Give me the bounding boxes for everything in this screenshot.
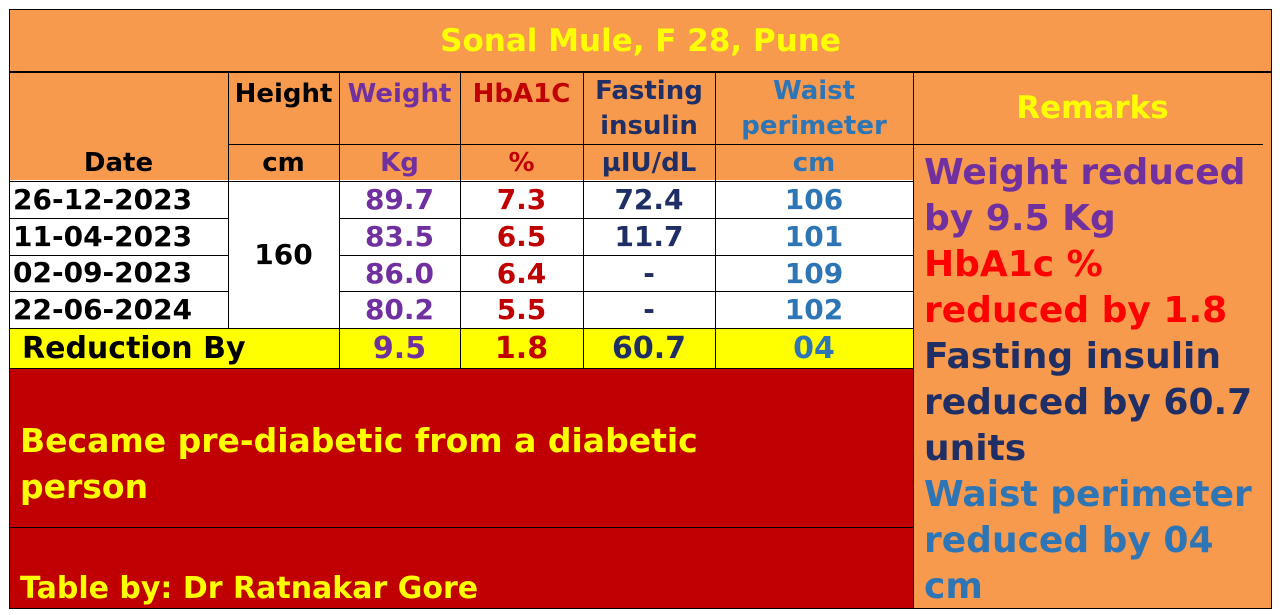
divider — [913, 72, 914, 609]
unit-hba1c: % — [508, 148, 535, 178]
divider — [9, 291, 228, 292]
reduction-waist: 04 — [793, 330, 835, 366]
row-weight: 83.5 — [364, 220, 435, 253]
divider — [339, 255, 913, 256]
row-waist: 102 — [784, 293, 844, 326]
table-header — [9, 72, 913, 180]
row-hba1c: 6.5 — [496, 220, 547, 253]
divider — [913, 144, 1263, 145]
unit-weight: Kg — [380, 148, 419, 178]
row-hba1c: 5.5 — [496, 293, 547, 326]
summary-panel — [9, 368, 913, 528]
header-weight: Weight — [347, 79, 452, 109]
row-hba1c: 6.4 — [496, 256, 547, 290]
row-weight: 80.2 — [364, 293, 435, 326]
reduction-label: Reduction By — [22, 331, 246, 366]
divider — [9, 328, 913, 329]
unit-insulin: µIU/dL — [601, 148, 697, 178]
credit-panel — [9, 528, 913, 609]
divider — [9, 72, 1272, 73]
reduction-insulin: 60.7 — [611, 330, 687, 366]
divider — [9, 368, 913, 369]
remark-weight: Weight reduced by 9.5 Kg — [924, 152, 1246, 239]
divider — [339, 291, 913, 292]
remark-waist: Waist perimeter reduced by 04 cm — [924, 474, 1252, 607]
divider — [460, 72, 461, 368]
row-weight: 86.0 — [364, 256, 435, 290]
header-height: Height — [234, 79, 333, 109]
row-date: 26-12-2023 — [13, 183, 193, 216]
row-waist: 109 — [784, 256, 844, 290]
remark-hba1c: HbA1c % reduced by 1.8 — [924, 244, 1228, 331]
summary-text: Became pre-diabetic from a diabetic pers… — [20, 421, 698, 506]
row-hba1c: 7.3 — [496, 183, 547, 216]
remark-insulin: Fasting insulin reduced by 60.7 units — [924, 336, 1253, 469]
remarks-panel — [913, 72, 1272, 609]
remarks-list: Weight reduced by 9.5 Kg HbA1c % reduced… — [924, 150, 1268, 608]
row-waist: 101 — [784, 220, 844, 253]
row-insulin: - — [643, 293, 655, 326]
header-hba1c: HbA1C — [472, 79, 571, 109]
row-insulin: 72.4 — [614, 183, 684, 216]
remarks-header: Remarks — [1016, 90, 1169, 126]
header-fasting-insulin: Fasting insulin — [595, 76, 703, 141]
divider — [9, 608, 1272, 609]
page-title: Sonal Mule, F 28, Pune — [9, 9, 1272, 72]
divider — [9, 218, 228, 219]
divider — [228, 144, 913, 145]
header-date: Date — [83, 148, 154, 178]
row-waist: 106 — [784, 183, 844, 216]
divider — [9, 255, 228, 256]
height-value: 160 — [254, 238, 313, 271]
divider — [339, 72, 340, 368]
data-rows — [9, 181, 913, 328]
unit-waist: cm — [792, 148, 836, 178]
divider — [9, 9, 10, 609]
divider — [339, 218, 913, 219]
divider — [228, 72, 229, 328]
reduction-row — [9, 328, 913, 368]
divider — [583, 72, 584, 368]
reduction-weight: 9.5 — [372, 330, 427, 366]
unit-height: cm — [262, 148, 305, 178]
divider — [1271, 9, 1272, 609]
row-date: 02-09-2023 — [13, 256, 193, 289]
divider — [9, 527, 913, 528]
credit-text: Table by: Dr Ratnakar Gore — [20, 571, 479, 606]
header-waist-perimeter: Waist perimeter — [741, 76, 887, 141]
divider — [715, 72, 716, 368]
row-insulin: - — [643, 256, 655, 290]
divider — [9, 181, 913, 182]
reduction-hba1c: 1.8 — [494, 330, 549, 366]
row-weight: 89.7 — [364, 183, 435, 216]
row-insulin: 11.7 — [614, 220, 684, 253]
row-date: 11-04-2023 — [13, 220, 193, 253]
row-date: 22-06-2024 — [13, 293, 193, 326]
